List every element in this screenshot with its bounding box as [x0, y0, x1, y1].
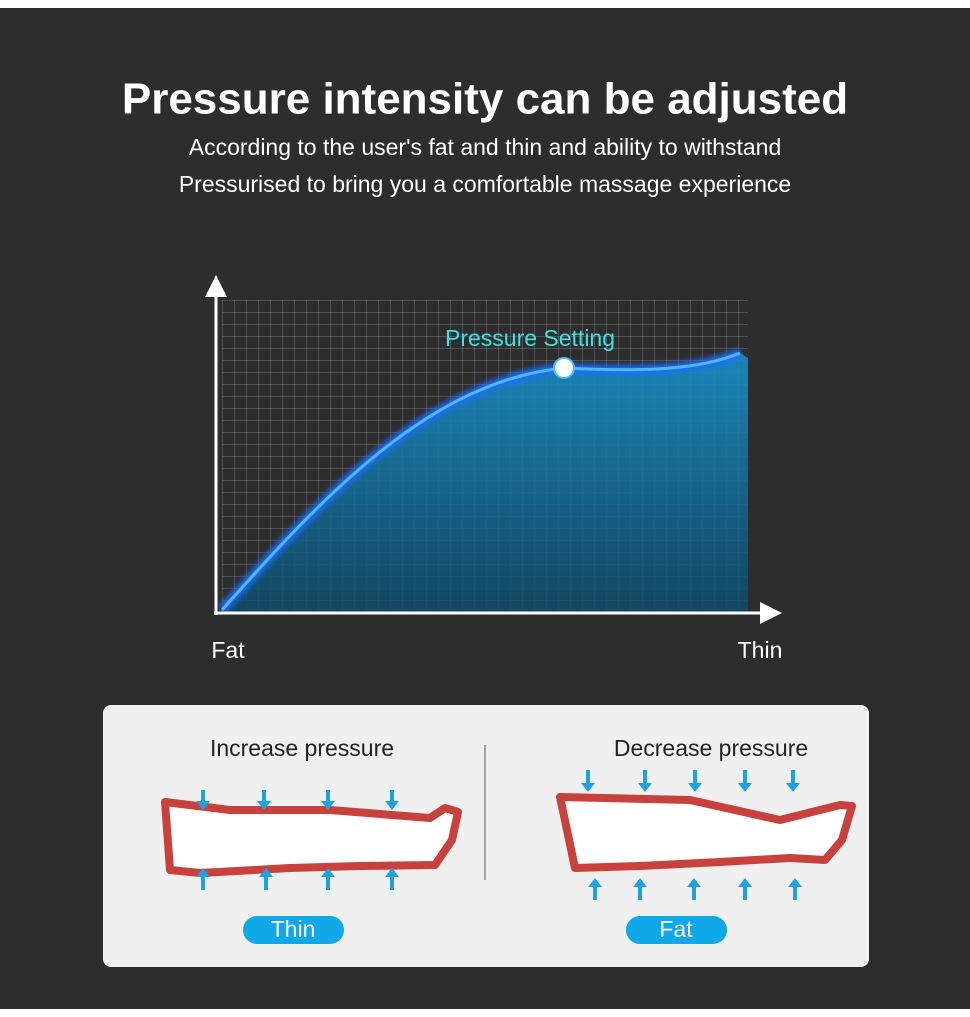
pressure-arrow-head — [688, 783, 702, 792]
graph-label: Pressure Setting — [445, 325, 615, 351]
pressure-arrow-head — [257, 801, 271, 810]
pressure-arrow-head — [588, 878, 602, 887]
subtitle: According to the user's fat and thin and… — [189, 134, 782, 160]
subtitle: Pressurised to bring you a comfortable m… — [179, 171, 791, 197]
pressure-arrow-head — [738, 878, 752, 887]
tag-pill — [243, 916, 344, 944]
leg — [556, 793, 856, 872]
pressure-arrow-head — [738, 783, 752, 792]
panel-title: Increase pressure — [210, 735, 394, 761]
pressure-arrow-head — [633, 878, 647, 887]
curve-area — [222, 353, 748, 613]
arrows — [196, 770, 802, 900]
pressure-arrow-head — [385, 801, 399, 810]
pressure-arrow-head — [786, 783, 800, 792]
pressure-arrow-head — [687, 878, 701, 887]
pressure-arrow-head — [196, 868, 210, 877]
pressure-arrow-head — [196, 801, 210, 810]
setting-dot — [553, 357, 575, 379]
y-arrow — [205, 275, 227, 297]
panel-title: Decrease pressure — [614, 735, 808, 761]
curve — [220, 351, 741, 611]
pressure-arrow-head — [321, 868, 335, 877]
pressure-arrow-head — [638, 783, 652, 792]
axis-label: Fat — [211, 637, 245, 663]
panel — [103, 705, 869, 967]
tag: Thin — [271, 916, 316, 942]
pressure-arrow-head — [385, 868, 399, 877]
pressure-arrow-head — [581, 783, 595, 792]
x-arrow — [760, 602, 782, 624]
axis-label: Thin — [738, 637, 783, 663]
tag-pill — [626, 916, 727, 944]
title: Pressure intensity can be adjusted — [122, 75, 848, 124]
pressure-arrow-head — [788, 878, 802, 887]
pressure-arrow-head — [321, 801, 335, 810]
pressure-arrow-head — [259, 868, 273, 877]
tag: Fat — [659, 916, 693, 942]
